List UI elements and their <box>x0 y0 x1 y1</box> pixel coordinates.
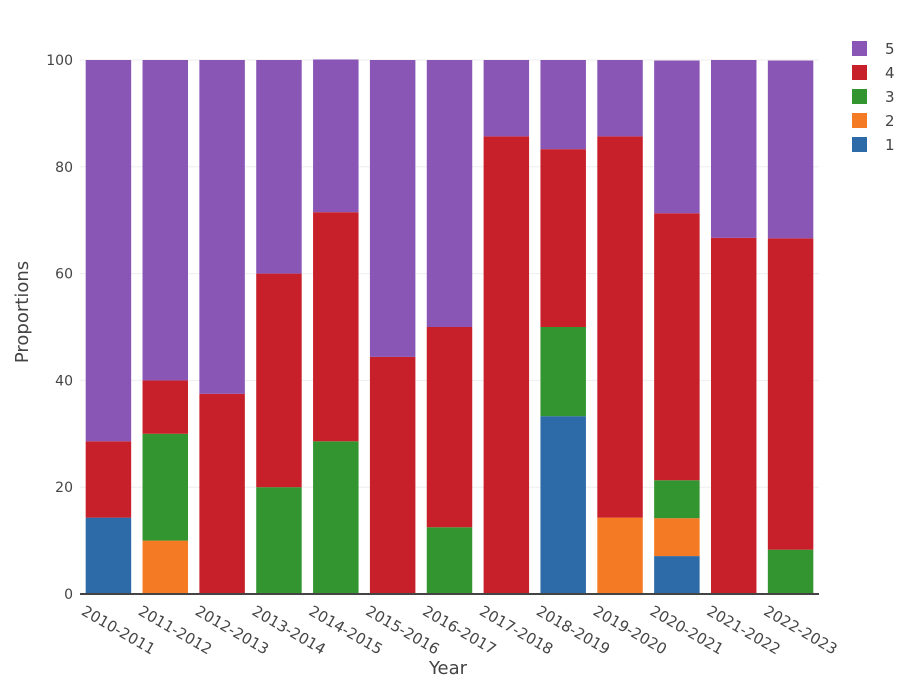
y-tick-label: 60 <box>55 267 73 283</box>
bar-segment-5-2013-2014[interactable] <box>256 60 302 274</box>
bar-segment-1-2018-2019[interactable] <box>540 416 586 594</box>
bar-segment-5-2017-2018[interactable] <box>483 60 530 137</box>
bar-segment-5-2020-2021[interactable] <box>654 60 700 214</box>
bar-segment-3-2014-2015[interactable] <box>313 441 359 594</box>
legend-swatch <box>852 65 867 80</box>
bar-segment-5-2011-2012[interactable] <box>142 60 189 381</box>
bar-segment-3-2020-2021[interactable] <box>654 480 700 519</box>
bar-segment-4-2018-2019[interactable] <box>540 149 586 327</box>
legend-label: 1 <box>885 136 895 154</box>
bar-segment-4-2020-2021[interactable] <box>654 213 700 481</box>
bar-segment-5-2016-2017[interactable] <box>426 60 473 327</box>
bar-segment-1-2020-2021[interactable] <box>654 556 700 594</box>
bar-segment-3-2018-2019[interactable] <box>540 327 586 417</box>
legend-label: 2 <box>885 112 895 130</box>
x-axis-title: Year <box>428 658 468 679</box>
legend-item-5[interactable]: 5 <box>852 40 895 58</box>
bar-segment-4-2019-2020[interactable] <box>597 136 643 518</box>
bar-segment-4-2011-2012[interactable] <box>142 380 189 434</box>
bar-segment-5-2014-2015[interactable] <box>313 59 359 213</box>
bar-segment-4-2012-2013[interactable] <box>199 393 245 594</box>
y-axis-title: Proportions <box>12 261 33 363</box>
bar-segment-5-2010-2011[interactable] <box>85 60 132 442</box>
bar-segment-5-2012-2013[interactable] <box>199 60 245 394</box>
legend-item-1[interactable]: 1 <box>852 136 895 154</box>
legend-label: 3 <box>885 88 895 106</box>
legend-item-4[interactable]: 4 <box>852 64 895 82</box>
legend-label: 4 <box>885 64 895 82</box>
legend-swatch <box>852 89 867 104</box>
bar-segment-4-2022-2023[interactable] <box>767 238 814 550</box>
bar-segment-3-2011-2012[interactable] <box>142 433 189 541</box>
bar-segment-3-2013-2014[interactable] <box>256 487 302 594</box>
bar-segment-2-2011-2012[interactable] <box>142 540 189 594</box>
bar-segment-2-2019-2020[interactable] <box>597 517 643 594</box>
bar-segment-5-2019-2020[interactable] <box>597 60 643 137</box>
y-tick-label: 80 <box>55 160 73 176</box>
legend-label: 5 <box>885 40 895 58</box>
bar-segment-2-2020-2021[interactable] <box>654 518 700 557</box>
bar-segment-5-2018-2019[interactable] <box>540 60 586 150</box>
bar-segment-3-2022-2023[interactable] <box>767 549 814 594</box>
bar-segment-4-2016-2017[interactable] <box>426 327 473 528</box>
legend-item-2[interactable]: 2 <box>852 112 895 130</box>
legend-item-3[interactable]: 3 <box>852 88 895 106</box>
y-tick-label: 20 <box>55 480 73 496</box>
y-tick-label: 0 <box>64 587 73 603</box>
legend[interactable]: 5 4 3 2 1 <box>852 40 895 154</box>
bar-segment-5-2022-2023[interactable] <box>767 60 814 239</box>
bar-segment-4-2014-2015[interactable] <box>313 212 359 442</box>
legend-swatch <box>852 41 867 56</box>
bar-segment-5-2015-2016[interactable] <box>369 60 416 357</box>
y-tick-label: 100 <box>46 53 73 69</box>
bar-segment-3-2016-2017[interactable] <box>426 527 473 594</box>
legend-swatch <box>852 137 867 152</box>
legend-swatch <box>852 113 867 128</box>
bar-segment-4-2015-2016[interactable] <box>369 356 416 594</box>
bars <box>85 59 814 594</box>
bar-segment-4-2021-2022[interactable] <box>710 237 757 594</box>
bar-segment-4-2010-2011[interactable] <box>85 441 132 518</box>
y-tick-label: 40 <box>55 373 73 389</box>
bar-segment-4-2017-2018[interactable] <box>483 136 530 594</box>
bar-segment-4-2013-2014[interactable] <box>256 273 302 488</box>
bar-segment-1-2010-2011[interactable] <box>85 517 132 594</box>
bar-segment-5-2021-2022[interactable] <box>710 60 757 238</box>
